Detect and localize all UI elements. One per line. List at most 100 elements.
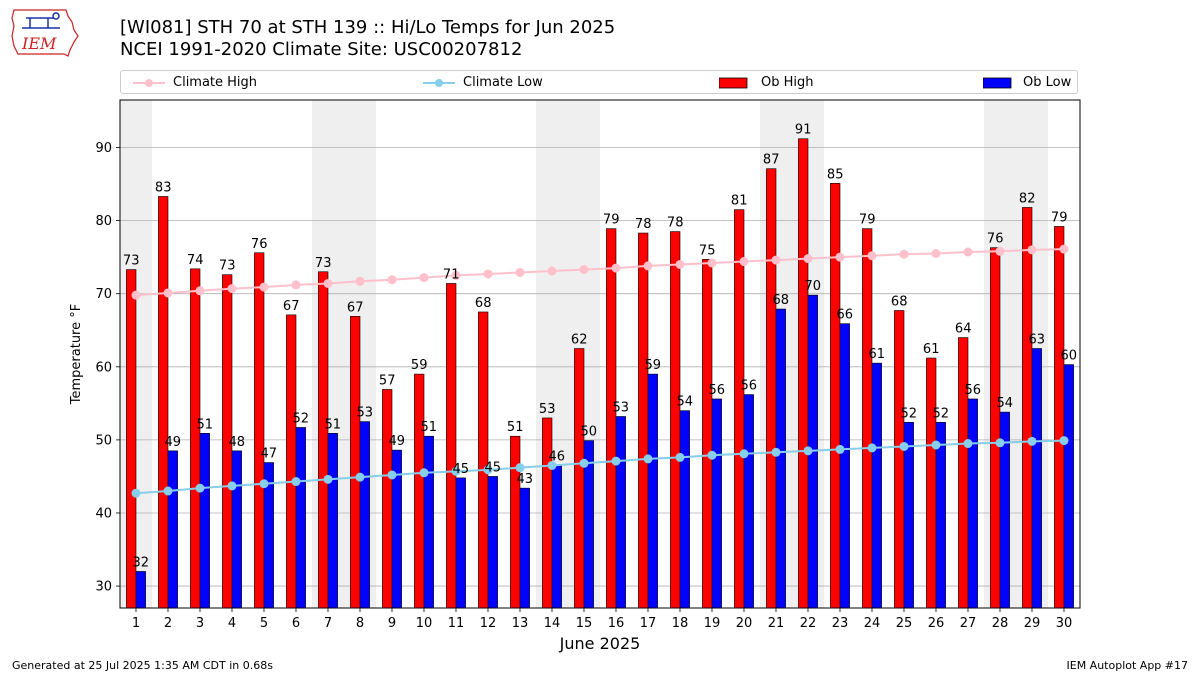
bar-ob-high-21 xyxy=(766,168,777,609)
label-ob-high-13: 51 xyxy=(507,420,524,435)
xtick-label-5: 5 xyxy=(260,616,268,631)
label-ob-low-6: 52 xyxy=(293,411,310,426)
bar-ob-high-5 xyxy=(254,252,265,609)
bar-ob-low-7 xyxy=(327,433,338,609)
point-climate-low-26 xyxy=(931,440,941,450)
point-climate-high-26 xyxy=(931,248,941,258)
point-climate-high-24 xyxy=(867,251,877,261)
bar-ob-high-17 xyxy=(638,232,649,609)
point-climate-low-6 xyxy=(291,477,301,487)
point-climate-high-21 xyxy=(771,255,781,265)
xtick-label-18: 18 xyxy=(672,616,689,631)
xtick-label-27: 27 xyxy=(960,616,977,631)
bar-ob-low-13 xyxy=(519,487,530,609)
xtick-label-30: 30 xyxy=(1056,616,1073,631)
bar-ob-low-29 xyxy=(1031,348,1042,609)
label-ob-high-8: 67 xyxy=(347,300,364,315)
bar-ob-low-1 xyxy=(135,571,146,609)
label-ob-high-15: 62 xyxy=(571,333,588,348)
bar-ob-low-11 xyxy=(455,477,466,609)
label-ob-low-11: 45 xyxy=(453,462,470,477)
label-ob-high-10: 59 xyxy=(411,358,428,373)
label-ob-high-25: 68 xyxy=(891,295,908,310)
label-ob-high-11: 71 xyxy=(443,267,460,282)
point-climate-low-12 xyxy=(483,465,493,475)
label-ob-low-17: 59 xyxy=(645,358,662,373)
label-ob-high-27: 64 xyxy=(955,322,972,337)
point-climate-high-12 xyxy=(483,269,493,279)
xtick-label-16: 16 xyxy=(608,616,625,631)
label-ob-low-23: 66 xyxy=(837,308,854,323)
xtick-label-19: 19 xyxy=(704,616,721,631)
bar-ob-high-14 xyxy=(542,417,553,609)
point-climate-low-7 xyxy=(323,474,333,484)
bar-ob-high-15 xyxy=(574,348,585,609)
point-climate-low-17 xyxy=(643,454,653,464)
ytick-label-70: 70 xyxy=(95,287,112,302)
bar-ob-low-12 xyxy=(487,476,498,609)
label-ob-low-29: 63 xyxy=(1029,333,1046,348)
label-ob-high-14: 53 xyxy=(539,402,556,417)
xtick-label-20: 20 xyxy=(736,616,753,631)
xtick-label-22: 22 xyxy=(800,616,817,631)
point-climate-low-13 xyxy=(515,463,525,473)
bar-ob-high-3 xyxy=(190,268,201,609)
bar-ob-high-13 xyxy=(510,435,521,609)
point-climate-low-18 xyxy=(675,452,685,462)
point-climate-high-2 xyxy=(163,288,173,298)
bar-ob-low-4 xyxy=(231,450,242,609)
label-ob-high-28: 76 xyxy=(987,232,1004,247)
generated-timestamp: Generated at 25 Jul 2025 1:35 AM CDT in … xyxy=(12,659,273,672)
bar-ob-high-18 xyxy=(670,231,681,609)
xtick-label-26: 26 xyxy=(928,616,945,631)
label-ob-low-4: 48 xyxy=(229,435,246,450)
y-axis-label: Temperature °F xyxy=(69,304,84,405)
label-ob-low-20: 56 xyxy=(741,379,758,394)
point-climate-low-2 xyxy=(163,486,173,496)
point-climate-low-27 xyxy=(963,439,973,449)
label-ob-low-10: 51 xyxy=(421,420,438,435)
label-ob-low-21: 68 xyxy=(773,293,790,308)
x-axis-label: June 2025 xyxy=(559,634,641,653)
point-climate-high-8 xyxy=(355,276,365,286)
point-climate-high-15 xyxy=(579,265,589,275)
label-ob-low-27: 56 xyxy=(965,383,982,398)
label-ob-high-22: 91 xyxy=(795,123,812,138)
point-climate-low-30 xyxy=(1059,436,1069,446)
bar-ob-low-26 xyxy=(935,422,946,609)
label-ob-high-29: 82 xyxy=(1019,191,1036,206)
point-climate-low-14 xyxy=(547,460,557,470)
ytick-label-30: 30 xyxy=(95,580,112,595)
bar-ob-high-25 xyxy=(894,310,905,609)
app-credit: IEM Autoplot App #17 xyxy=(1066,659,1189,672)
line-climate-high xyxy=(135,248,1065,297)
point-climate-high-14 xyxy=(547,266,557,276)
point-climate-high-4 xyxy=(227,284,237,294)
label-ob-high-6: 67 xyxy=(283,299,300,314)
bar-ob-high-30 xyxy=(1054,226,1065,609)
xtick-label-24: 24 xyxy=(864,616,881,631)
label-ob-high-4: 73 xyxy=(219,259,236,274)
point-climate-low-16 xyxy=(611,456,621,466)
xtick-label-8: 8 xyxy=(356,616,364,631)
ytick-label-40: 40 xyxy=(95,506,112,521)
bar-ob-high-23 xyxy=(830,183,841,609)
point-climate-high-16 xyxy=(611,263,621,273)
label-ob-low-14: 46 xyxy=(549,449,566,464)
label-ob-low-3: 51 xyxy=(197,417,214,432)
legend-label-climate-high: Climate High xyxy=(173,75,258,90)
point-climate-high-11 xyxy=(451,270,461,280)
point-climate-high-6 xyxy=(291,280,301,290)
point-climate-low-3 xyxy=(195,483,205,493)
bar-ob-low-10 xyxy=(423,435,434,609)
label-ob-high-21: 87 xyxy=(763,153,780,168)
bar-ob-low-23 xyxy=(839,323,850,609)
bar-ob-low-27 xyxy=(967,398,978,609)
point-climate-low-22 xyxy=(803,446,813,456)
bar-ob-high-8 xyxy=(350,316,361,609)
xtick-label-13: 13 xyxy=(512,616,529,631)
label-ob-high-5: 76 xyxy=(251,237,268,252)
xtick-label-12: 12 xyxy=(480,616,497,631)
point-climate-high-22 xyxy=(803,254,813,264)
point-climate-low-9 xyxy=(387,470,397,480)
